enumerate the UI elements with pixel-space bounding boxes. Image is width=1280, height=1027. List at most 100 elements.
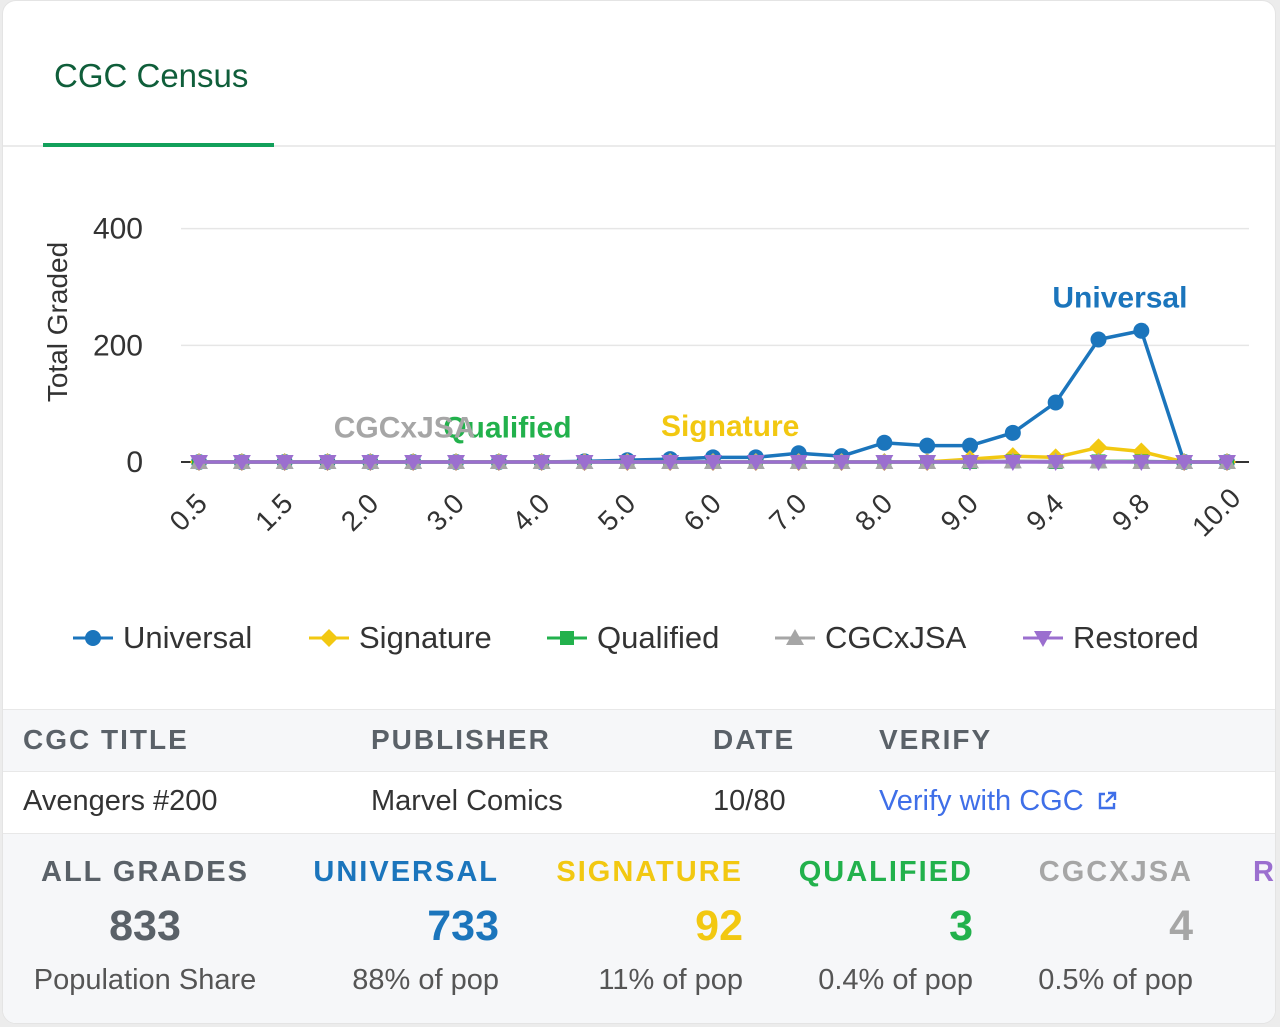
population-stats: ALL GRADES 833 Population Share UNIVERSA… xyxy=(3,834,1275,1023)
universal-point xyxy=(876,434,893,451)
legend-label: Signature xyxy=(359,620,492,655)
column-header-date: DATE xyxy=(713,724,796,755)
y-tick-label: 0 xyxy=(126,446,143,479)
stat-universal: UNIVERSAL 733 88% of pop xyxy=(293,834,499,1023)
universal-point xyxy=(1090,331,1107,348)
restored-point xyxy=(1046,455,1065,471)
restored-point xyxy=(661,455,680,471)
triangle-marker-icon xyxy=(775,629,815,645)
legend-label: Qualified xyxy=(597,620,720,655)
stat-label: R xyxy=(1253,856,1276,888)
census-chart: 0 200 400 Total Graded 0.5 1.5 2.0 3.0 4.0 5.0 6… xyxy=(42,213,1249,543)
restored-point xyxy=(1089,455,1108,471)
restored-point xyxy=(704,455,722,471)
universal-point xyxy=(1133,322,1150,339)
x-tick-label: 0.5 xyxy=(164,488,213,537)
square-marker-icon xyxy=(547,631,587,645)
verify-link-label: Verify with CGC xyxy=(879,785,1084,817)
x-tick-label: 9.4 xyxy=(1020,488,1069,537)
triangle-down-marker-icon xyxy=(1023,631,1063,647)
series-annotation: CGCxJSA xyxy=(334,412,476,445)
stat-value: 92 xyxy=(695,902,743,950)
restored-point xyxy=(832,455,851,471)
series-restored xyxy=(190,455,1236,471)
restored-point xyxy=(447,455,465,471)
legend-item-restored[interactable]: Restored xyxy=(1023,613,1199,663)
stat-share: 11% of pop xyxy=(598,964,743,996)
stat-label: ALL GRADES xyxy=(41,856,249,888)
legend-label: Restored xyxy=(1073,620,1199,655)
stat-qualified: QUALIFIED 3 0.4% of pop xyxy=(773,834,973,1023)
legend-label: CGCxJSA xyxy=(825,620,967,655)
stat-share: 88% of pop xyxy=(352,964,499,996)
x-tick-label: 7.0 xyxy=(763,488,812,537)
restored-point xyxy=(575,455,594,471)
restored-point xyxy=(875,455,894,471)
restored-point xyxy=(190,455,208,471)
stat-signature: SIGNATURE 92 11% of pop xyxy=(533,834,743,1023)
external-link-icon xyxy=(1098,791,1116,810)
series-annotation: Signature xyxy=(661,410,799,443)
x-tick-label: 9.8 xyxy=(1106,488,1155,537)
x-tick-label: 6.0 xyxy=(678,488,727,537)
restored-point xyxy=(318,455,337,471)
issue-date: 10/80 xyxy=(713,785,786,817)
y-tick-label: 200 xyxy=(93,329,143,362)
x-tick-label: 10.0 xyxy=(1186,482,1246,542)
legend-item-qualified[interactable]: Qualified xyxy=(547,613,719,663)
restored-point xyxy=(489,455,508,471)
restored-point xyxy=(232,455,251,471)
column-header-title: CGC TITLE xyxy=(23,724,189,755)
stat-share: 0.5% of pop xyxy=(1038,964,1193,996)
restored-point xyxy=(532,455,551,471)
restored-point xyxy=(275,455,294,471)
legend-item-cgcxjsa[interactable]: CGCxJSA xyxy=(775,613,966,663)
restored-point xyxy=(1132,455,1151,471)
stat-value: 3 xyxy=(949,902,973,950)
table-row: Avengers #200 Marvel Comics 10/80 Verify… xyxy=(3,771,1275,834)
stat-value: 733 xyxy=(427,902,499,950)
series-annotation: Universal xyxy=(1052,281,1187,314)
column-header-verify: VERIFY xyxy=(879,724,993,755)
restored-point xyxy=(618,455,637,471)
restored-point xyxy=(789,455,808,471)
x-tick-label: 5.0 xyxy=(592,488,641,537)
restored-point xyxy=(961,455,979,471)
x-tick-label: 9.0 xyxy=(935,488,984,537)
x-tick-label: 1.5 xyxy=(249,488,298,537)
tab-active-indicator xyxy=(43,143,274,147)
restored-point xyxy=(1003,455,1022,471)
stat-share: 0.4% of pop xyxy=(818,964,973,996)
signature-point xyxy=(1089,438,1108,457)
x-tick-label: 2.0 xyxy=(335,488,384,537)
restored-point xyxy=(1218,455,1236,471)
stat-label: SIGNATURE xyxy=(556,856,743,888)
tab-cgc-census[interactable]: CGC Census xyxy=(43,49,274,147)
x-tick-label: 3.0 xyxy=(421,488,470,537)
x-tick-label: 4.0 xyxy=(506,488,555,537)
comic-title: Avengers #200 xyxy=(23,785,218,817)
stat-share: Population Share xyxy=(33,964,257,996)
legend-label: Universal xyxy=(123,620,253,655)
diamond-marker-icon xyxy=(309,629,349,647)
stat-label: CGCXJSA xyxy=(1038,856,1193,888)
universal-point xyxy=(919,437,936,454)
info-table-header: CGC TITLE PUBLISHER DATE VERIFY xyxy=(3,709,1275,772)
legend-item-universal[interactable]: Universal xyxy=(73,613,252,663)
verify-with-cgc-link[interactable]: Verify with CGC xyxy=(879,785,1118,818)
legend-item-signature[interactable]: Signature xyxy=(309,613,492,663)
tab-label: CGC Census xyxy=(54,57,249,94)
stat-value: 833 xyxy=(109,902,181,950)
universal-point xyxy=(1047,394,1064,411)
column-header-publisher: PUBLISHER xyxy=(371,724,551,755)
stat-label: UNIVERSAL xyxy=(313,856,499,888)
stat-cgcxjsa: CGCXJSA 4 0.5% of pop xyxy=(1003,834,1193,1023)
circle-marker-icon xyxy=(73,630,113,646)
stat-restored: R xyxy=(1253,834,1276,1023)
tab-bar: CGC Census xyxy=(3,1,1275,147)
publisher: Marvel Comics xyxy=(371,785,563,817)
y-axis-label: Total Graded xyxy=(42,242,73,402)
series-annotation: Qualified xyxy=(443,412,571,445)
universal-point xyxy=(962,437,978,454)
